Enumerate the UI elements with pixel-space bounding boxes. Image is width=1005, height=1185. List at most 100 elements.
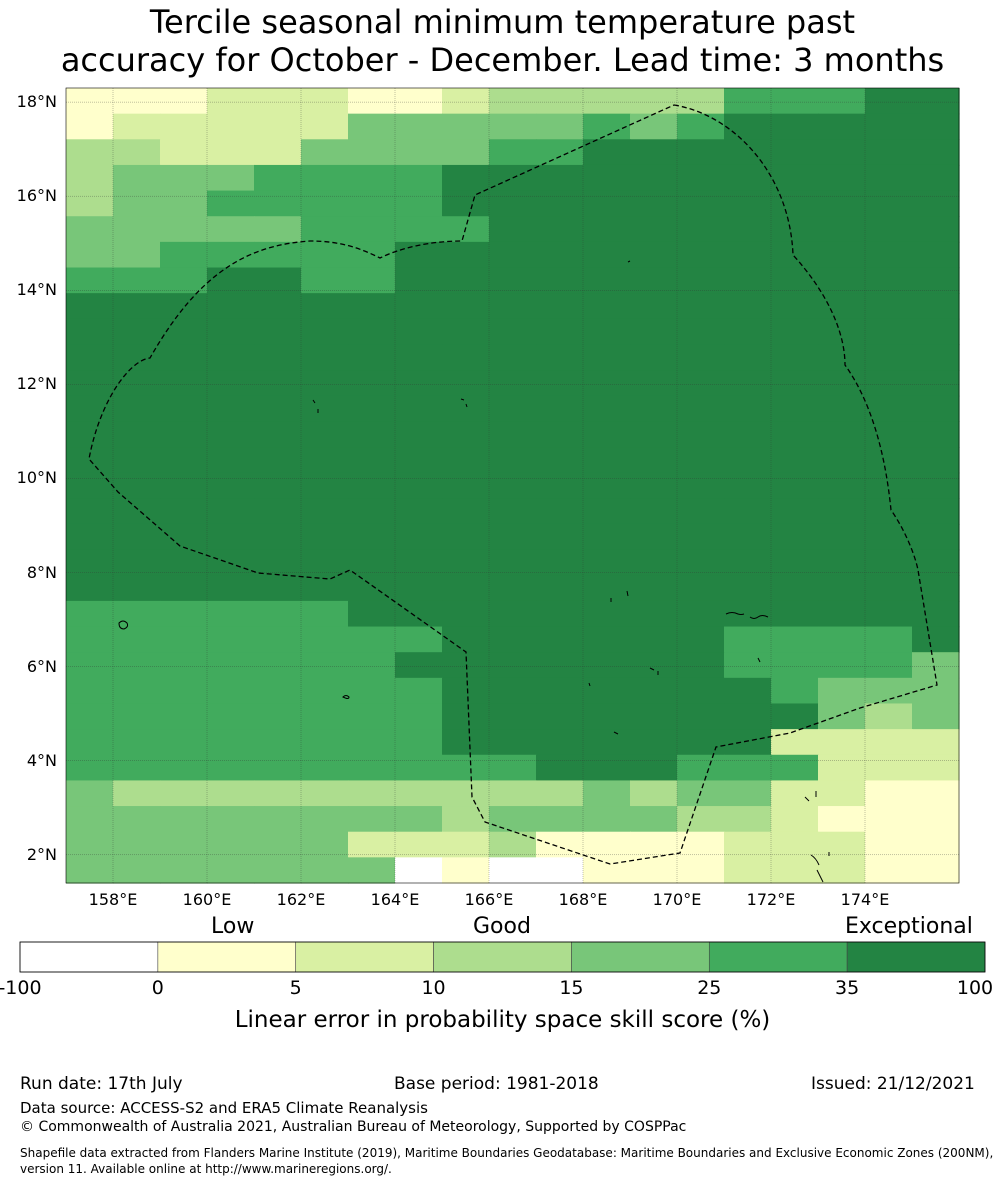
skill-cell xyxy=(536,241,584,269)
skill-cell xyxy=(113,216,161,243)
skill-cell xyxy=(348,806,396,833)
skill-cell xyxy=(912,164,960,192)
skill-cell xyxy=(536,88,584,115)
skill-cell xyxy=(489,677,537,705)
colorbar-tick-label: -100 xyxy=(0,977,42,999)
skill-cell xyxy=(724,600,772,628)
skill-cell xyxy=(677,216,725,243)
skill-cell xyxy=(677,318,725,346)
skill-cell xyxy=(254,754,302,782)
skill-cell xyxy=(724,472,772,499)
skill-cell xyxy=(489,88,537,115)
longitude-label: 160°E xyxy=(182,890,232,909)
skill-cell xyxy=(348,600,396,628)
skill-cell xyxy=(207,754,255,782)
skill-cell xyxy=(771,703,819,730)
skill-cell xyxy=(489,164,537,192)
skill-cell xyxy=(912,857,960,884)
skill-cell xyxy=(912,139,960,166)
skill-cell xyxy=(113,703,161,730)
skill-cell xyxy=(254,164,302,192)
skill-cell xyxy=(865,754,913,782)
skill-cell xyxy=(254,421,302,448)
skill-cell xyxy=(583,549,631,576)
skill-cell xyxy=(395,447,443,474)
skill-cell xyxy=(771,780,819,807)
skill-cell xyxy=(536,216,584,243)
skill-cell xyxy=(912,831,960,858)
skill-cell xyxy=(536,498,584,525)
skill-cell xyxy=(301,754,349,782)
skill-cell xyxy=(113,241,161,269)
skill-cell xyxy=(489,780,537,807)
skill-cell xyxy=(630,447,678,474)
skill-cell xyxy=(348,267,396,294)
skill-cell xyxy=(489,113,537,140)
skill-cell xyxy=(442,600,490,628)
run-date: Run date: 17th July xyxy=(20,1074,183,1094)
skill-cell xyxy=(489,344,537,371)
skill-cell xyxy=(865,395,913,422)
skill-cell xyxy=(254,139,302,166)
skill-cell xyxy=(395,523,443,551)
skill-cell xyxy=(771,293,819,320)
skill-cell xyxy=(301,395,349,422)
skill-cell xyxy=(771,113,819,140)
skill-cell xyxy=(66,626,114,653)
skill-cell xyxy=(113,652,161,679)
skill-cell xyxy=(536,806,584,833)
skill-cell xyxy=(818,395,866,422)
skill-cell xyxy=(442,523,490,551)
colorbar xyxy=(19,941,986,973)
skill-cell xyxy=(912,395,960,422)
skill-cell xyxy=(254,780,302,807)
skill-cell xyxy=(724,113,772,140)
skill-cell xyxy=(254,395,302,422)
skill-cell xyxy=(395,780,443,807)
skill-cell xyxy=(536,447,584,474)
skill-cell xyxy=(395,395,443,422)
skill-cell xyxy=(630,831,678,858)
skill-cell xyxy=(818,729,866,756)
skill-cell xyxy=(113,857,161,884)
skill-cell xyxy=(536,421,584,448)
skill-cell xyxy=(301,421,349,448)
skill-cell xyxy=(724,703,772,730)
skill-cell xyxy=(207,652,255,679)
skill-cell xyxy=(677,139,725,166)
skill-cell xyxy=(442,498,490,525)
skill-cell xyxy=(912,344,960,371)
skill-cell xyxy=(254,472,302,499)
skill-cell xyxy=(583,729,631,756)
skill-cell xyxy=(771,139,819,166)
skill-cell xyxy=(677,575,725,602)
skill-cell xyxy=(724,626,772,653)
skill-cell xyxy=(536,523,584,551)
skill-cell xyxy=(66,395,114,422)
skill-cell xyxy=(66,113,114,140)
skill-cell xyxy=(442,447,490,474)
skill-cell xyxy=(207,549,255,576)
skill-cell xyxy=(113,139,161,166)
skill-cell xyxy=(207,729,255,756)
skill-cell xyxy=(771,216,819,243)
skill-cell xyxy=(301,139,349,166)
skill-cell xyxy=(724,754,772,782)
skill-cell xyxy=(254,626,302,653)
skill-cell xyxy=(395,754,443,782)
skill-cell xyxy=(66,575,114,602)
skill-cell xyxy=(630,498,678,525)
skill-cell xyxy=(771,318,819,346)
skill-cell xyxy=(160,575,208,602)
skill-cell xyxy=(442,318,490,346)
skill-cell xyxy=(207,216,255,243)
longitude-label: 162°E xyxy=(276,890,326,909)
skill-cell xyxy=(160,626,208,653)
skill-cell xyxy=(912,549,960,576)
skill-cell xyxy=(724,806,772,833)
skill-cell xyxy=(207,472,255,499)
skill-cell xyxy=(489,729,537,756)
skill-cell xyxy=(818,806,866,833)
skill-cell xyxy=(724,293,772,320)
skill-cell xyxy=(442,754,490,782)
